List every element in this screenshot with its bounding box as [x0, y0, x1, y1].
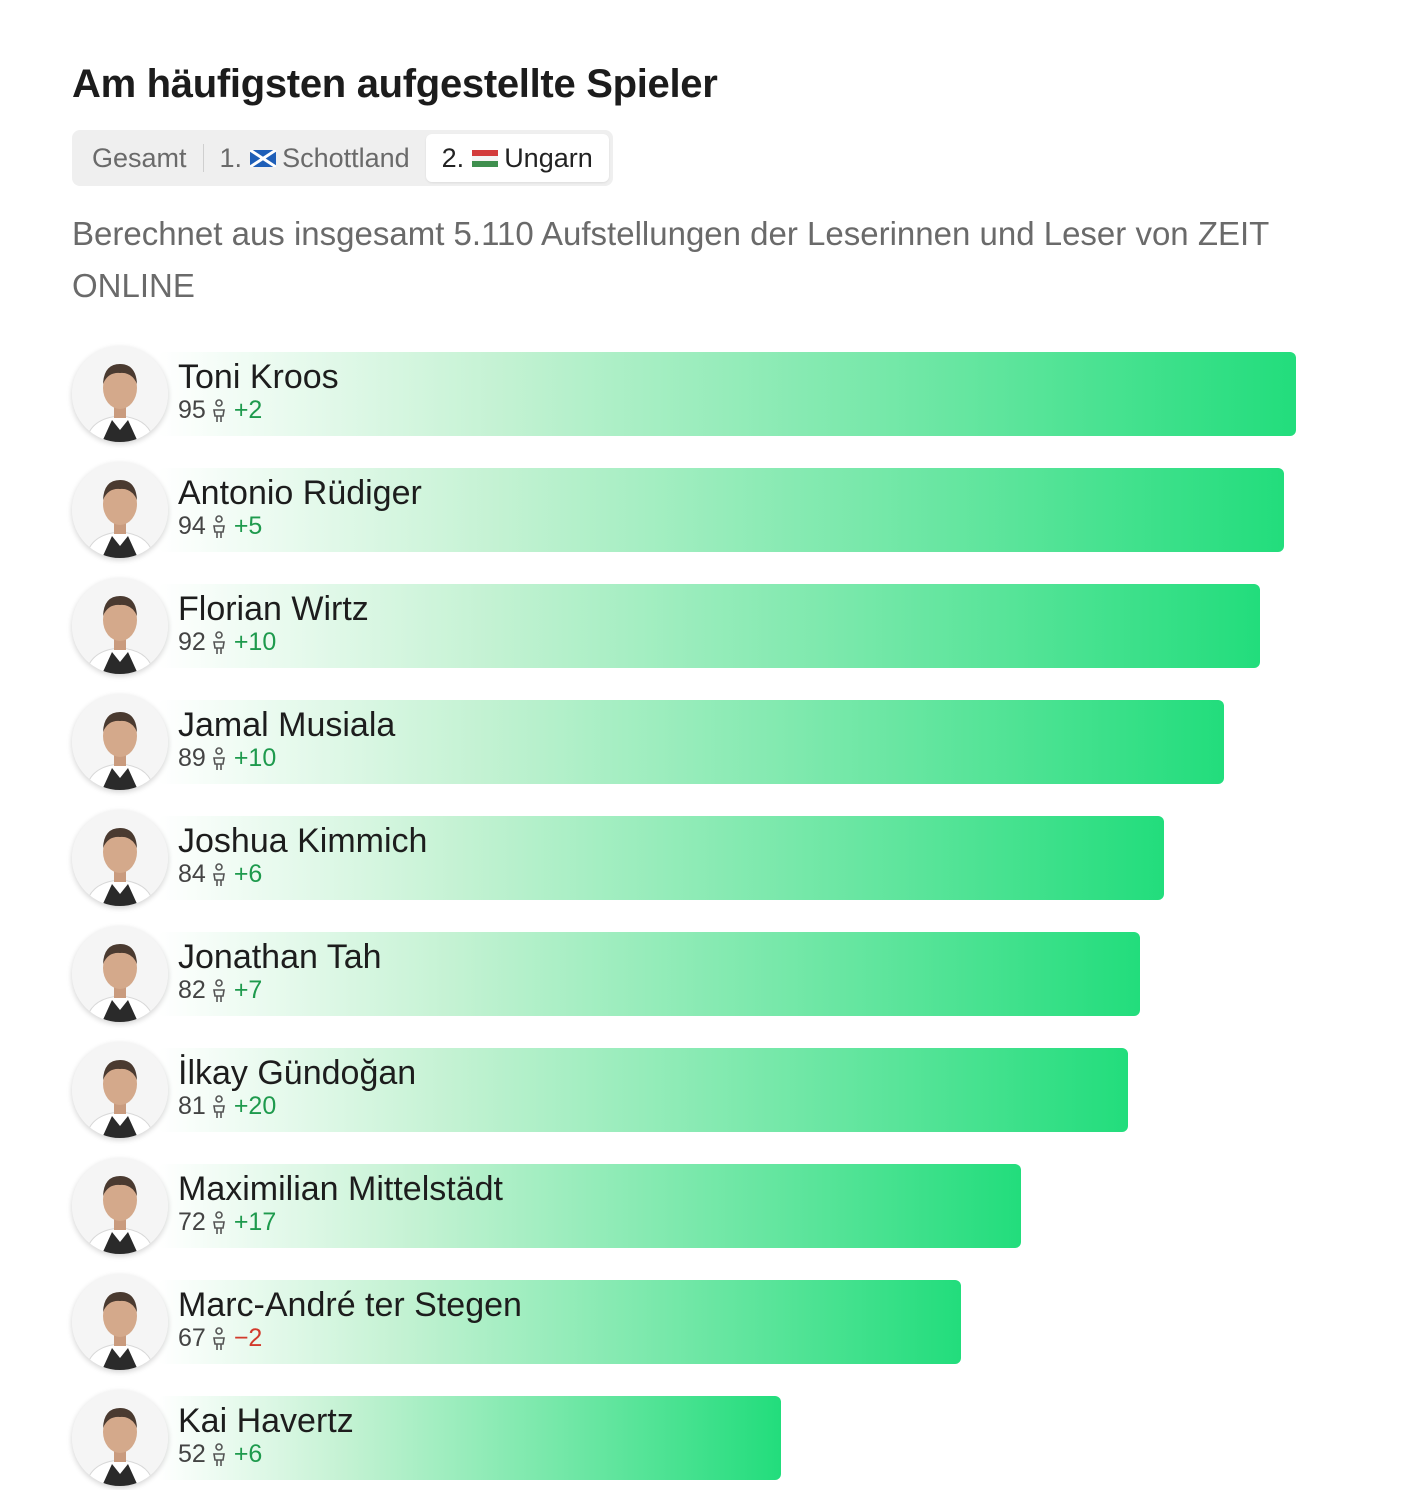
bar-value-label: 82 [178, 976, 206, 1004]
tab-divider [202, 144, 204, 172]
bar [158, 352, 1296, 436]
change-label: +6 [233, 1440, 263, 1468]
change-label: +5 [233, 512, 263, 540]
player-avatar [72, 926, 168, 1022]
round-tabs: Gesamt 1. Schottland 2. Ungarn [72, 130, 613, 186]
player-name: Toni Kroos [178, 358, 339, 396]
player-avatar [72, 462, 168, 558]
person-icon [212, 398, 226, 423]
player-stats: 72 +17 [178, 1208, 276, 1237]
player-name: Joshua Kimmich [178, 822, 428, 860]
change-label: −2 [233, 1324, 263, 1352]
hungary-flag-icon [472, 149, 499, 167]
player-avatar [72, 346, 168, 442]
change-label: +10 [233, 628, 277, 656]
player-name: Jamal Musiala [178, 706, 396, 744]
player-avatar [72, 810, 168, 906]
player-stats: 89 +10 [178, 744, 276, 773]
player-stats: 82 +7 [178, 976, 262, 1005]
change-label: +10 [233, 744, 277, 772]
player-stats: 92 +10 [178, 628, 276, 657]
tab-ungarn-label: Ungarn [504, 142, 593, 173]
person-icon [212, 514, 226, 539]
player-stats: 94 +5 [178, 512, 262, 541]
bar [158, 816, 1164, 900]
player-name: İlkay Gündoğan [178, 1054, 417, 1092]
tab-schottland-label: Schottland [282, 142, 410, 173]
player-name: Jonathan Tah [178, 938, 382, 976]
bar-value-label: 81 [178, 1092, 206, 1120]
change-label: +17 [233, 1208, 277, 1236]
bar-value-label: 72 [178, 1208, 206, 1236]
bar [158, 700, 1224, 784]
player-avatar [72, 1274, 168, 1370]
tab-schottland-number: 1. [219, 142, 243, 173]
bar [158, 584, 1260, 668]
bar [158, 468, 1284, 552]
chart-subtitle: Berechnet aus insgesamt 5.110 Aufstellun… [72, 215, 1269, 304]
person-icon [212, 1326, 226, 1351]
tab-gesamt[interactable]: Gesamt [76, 134, 203, 182]
person-icon [212, 746, 226, 771]
player-name: Maximilian Mittelstädt [178, 1170, 503, 1208]
tab-schottland[interactable]: 1. Schottland [204, 134, 426, 182]
bar [158, 932, 1140, 1016]
player-name: Florian Wirtz [178, 590, 369, 628]
change-label: +2 [233, 396, 263, 424]
player-avatar [72, 578, 168, 674]
scotland-flag-icon [250, 149, 277, 167]
tab-ungarn[interactable]: 2. Ungarn [425, 134, 609, 182]
player-name: Kai Havertz [178, 1402, 354, 1440]
bar-value-label: 89 [178, 744, 206, 772]
change-label: +6 [233, 860, 263, 888]
change-label: +20 [233, 1092, 277, 1120]
person-icon [212, 862, 226, 887]
bar [158, 1164, 1021, 1248]
bar-value-label: 94 [178, 512, 206, 540]
player-name: Antonio Rüdiger [178, 474, 422, 512]
bar-value-label: 92 [178, 628, 206, 656]
bar-value-label: 95 [178, 396, 206, 424]
bar-value-label: 52 [178, 1440, 206, 1468]
player-stats: 95 +2 [178, 396, 262, 425]
player-avatar [72, 694, 168, 790]
player-avatar [72, 1390, 168, 1486]
person-icon [212, 630, 226, 655]
tab-gesamt-label: Gesamt [92, 142, 187, 173]
person-icon [212, 1094, 226, 1119]
person-icon [212, 1442, 226, 1467]
tab-ungarn-number: 2. [441, 142, 465, 173]
player-stats: 67 −2 [178, 1324, 262, 1353]
player-avatar [72, 1042, 168, 1138]
bar [158, 1396, 781, 1480]
player-stats: 52 +6 [178, 1440, 262, 1469]
change-label: +7 [233, 976, 263, 1004]
player-avatar [72, 1158, 168, 1254]
bar [158, 1048, 1128, 1132]
chart-title: Am häufigsten aufgestellte Spieler [72, 62, 718, 106]
bar-value-label: 84 [178, 860, 206, 888]
player-stats: 84 +6 [178, 860, 262, 889]
player-stats: 81 +20 [178, 1092, 276, 1121]
bar [158, 1280, 961, 1364]
bar-value-label: 67 [178, 1324, 206, 1352]
person-icon [212, 978, 226, 1003]
person-icon [212, 1210, 226, 1235]
player-name: Marc-André ter Stegen [178, 1286, 522, 1324]
